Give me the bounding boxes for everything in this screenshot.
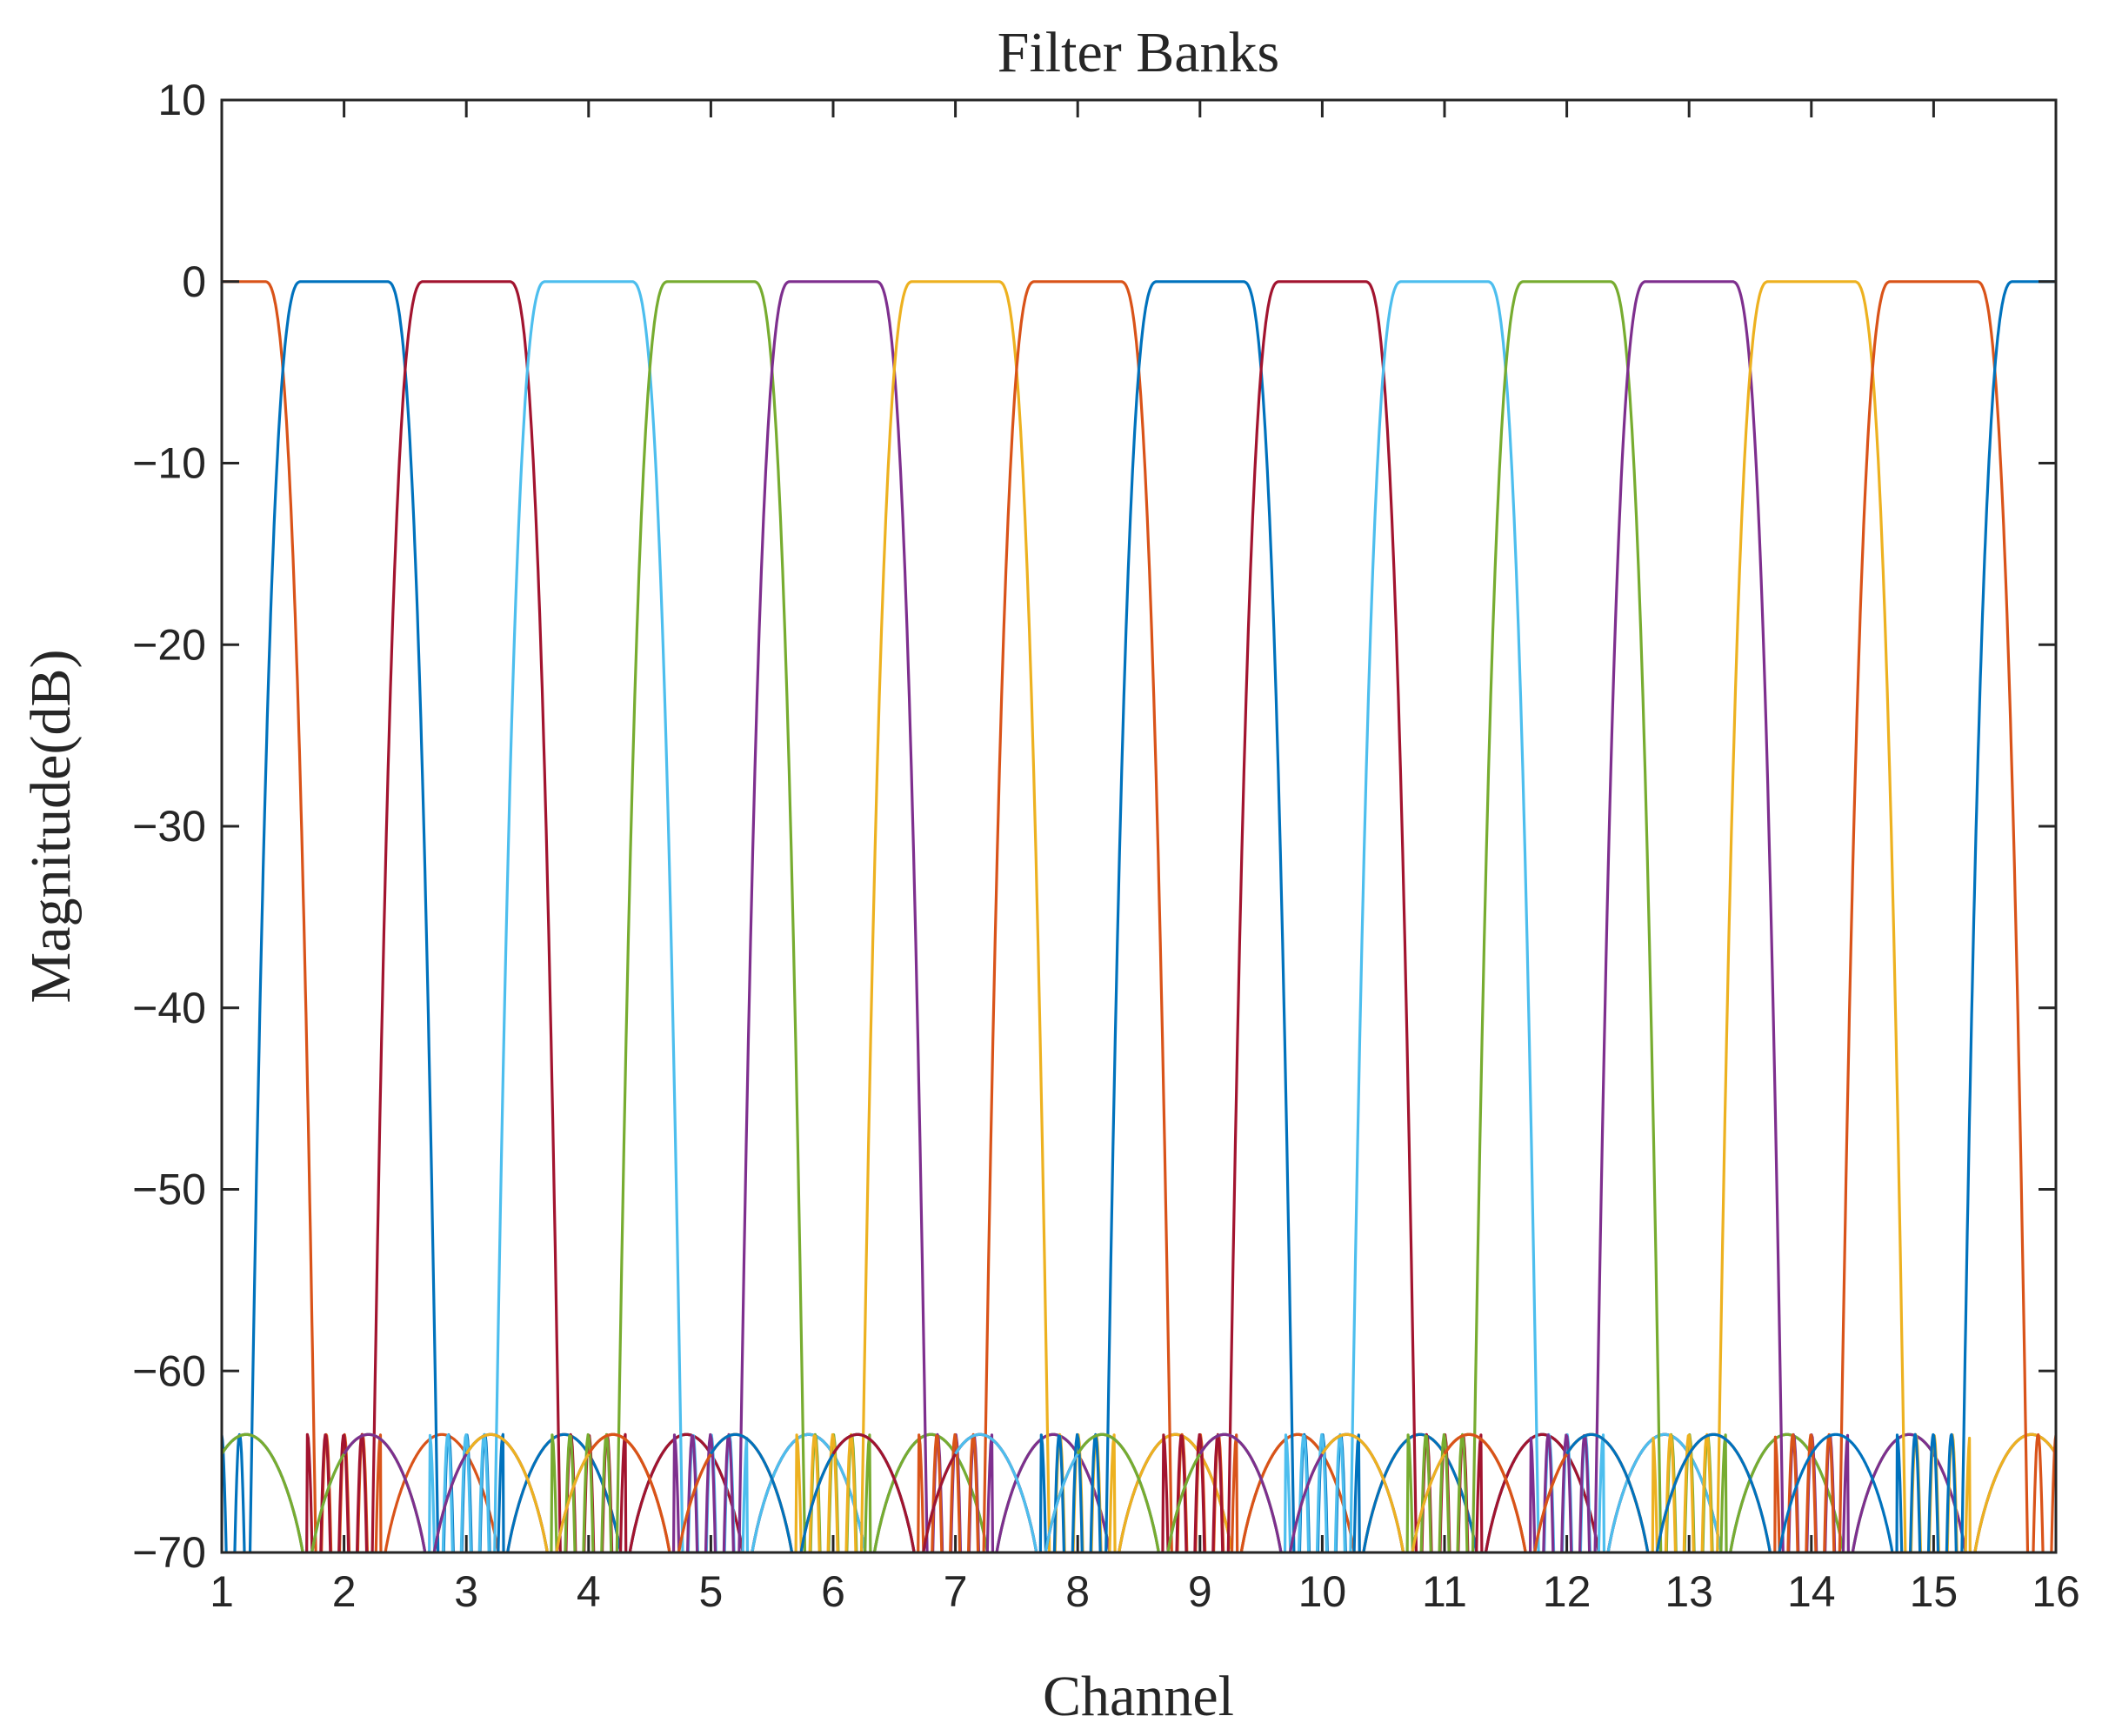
x-tick-label: 8 [1065,1567,1090,1616]
y-axis-label: Magnitude(dB) [19,650,83,1004]
x-tick-label: 4 [577,1567,601,1616]
plot-background [222,100,2056,1552]
x-tick-label: 7 [944,1567,968,1616]
y-tick-label: −40 [132,984,206,1032]
x-tick-label: 16 [2032,1567,2080,1616]
x-tick-label: 13 [1665,1567,1713,1616]
x-tick-label: 6 [821,1567,845,1616]
x-tick-label: 1 [210,1567,234,1616]
x-tick-label: 15 [1910,1567,1959,1616]
x-tick-label: 14 [1787,1567,1836,1616]
y-tick-label: −70 [132,1528,206,1577]
x-tick-label: 2 [332,1567,357,1616]
x-tick-label: 9 [1188,1567,1212,1616]
y-tick-label: −30 [132,802,206,851]
y-tick-label: −50 [132,1165,206,1214]
y-tick-label: 10 [157,76,206,124]
filter-response-line-16 [1565,280,2056,1552]
x-tick-label: 10 [1298,1567,1347,1616]
x-axis-label: Channel [1043,1665,1234,1728]
x-tick-label: 3 [454,1567,478,1616]
x-tick-label: 11 [1422,1567,1467,1616]
y-tick-label: −60 [132,1346,206,1395]
ticks-layer: 1 2 3 4 5 6 7 8 9 10 11 12 13 14 15 16100−10−20−30−40−5… [132,76,2080,1616]
y-tick-label: 0 [182,257,206,306]
chart-title: Filter Banks [998,21,1280,84]
series-layer [222,280,2056,1552]
x-tick-label: 5 [698,1567,723,1616]
y-tick-label: −20 [132,620,206,669]
y-tick-label: −10 [132,439,206,488]
x-tick-label: 12 [1543,1567,1592,1616]
